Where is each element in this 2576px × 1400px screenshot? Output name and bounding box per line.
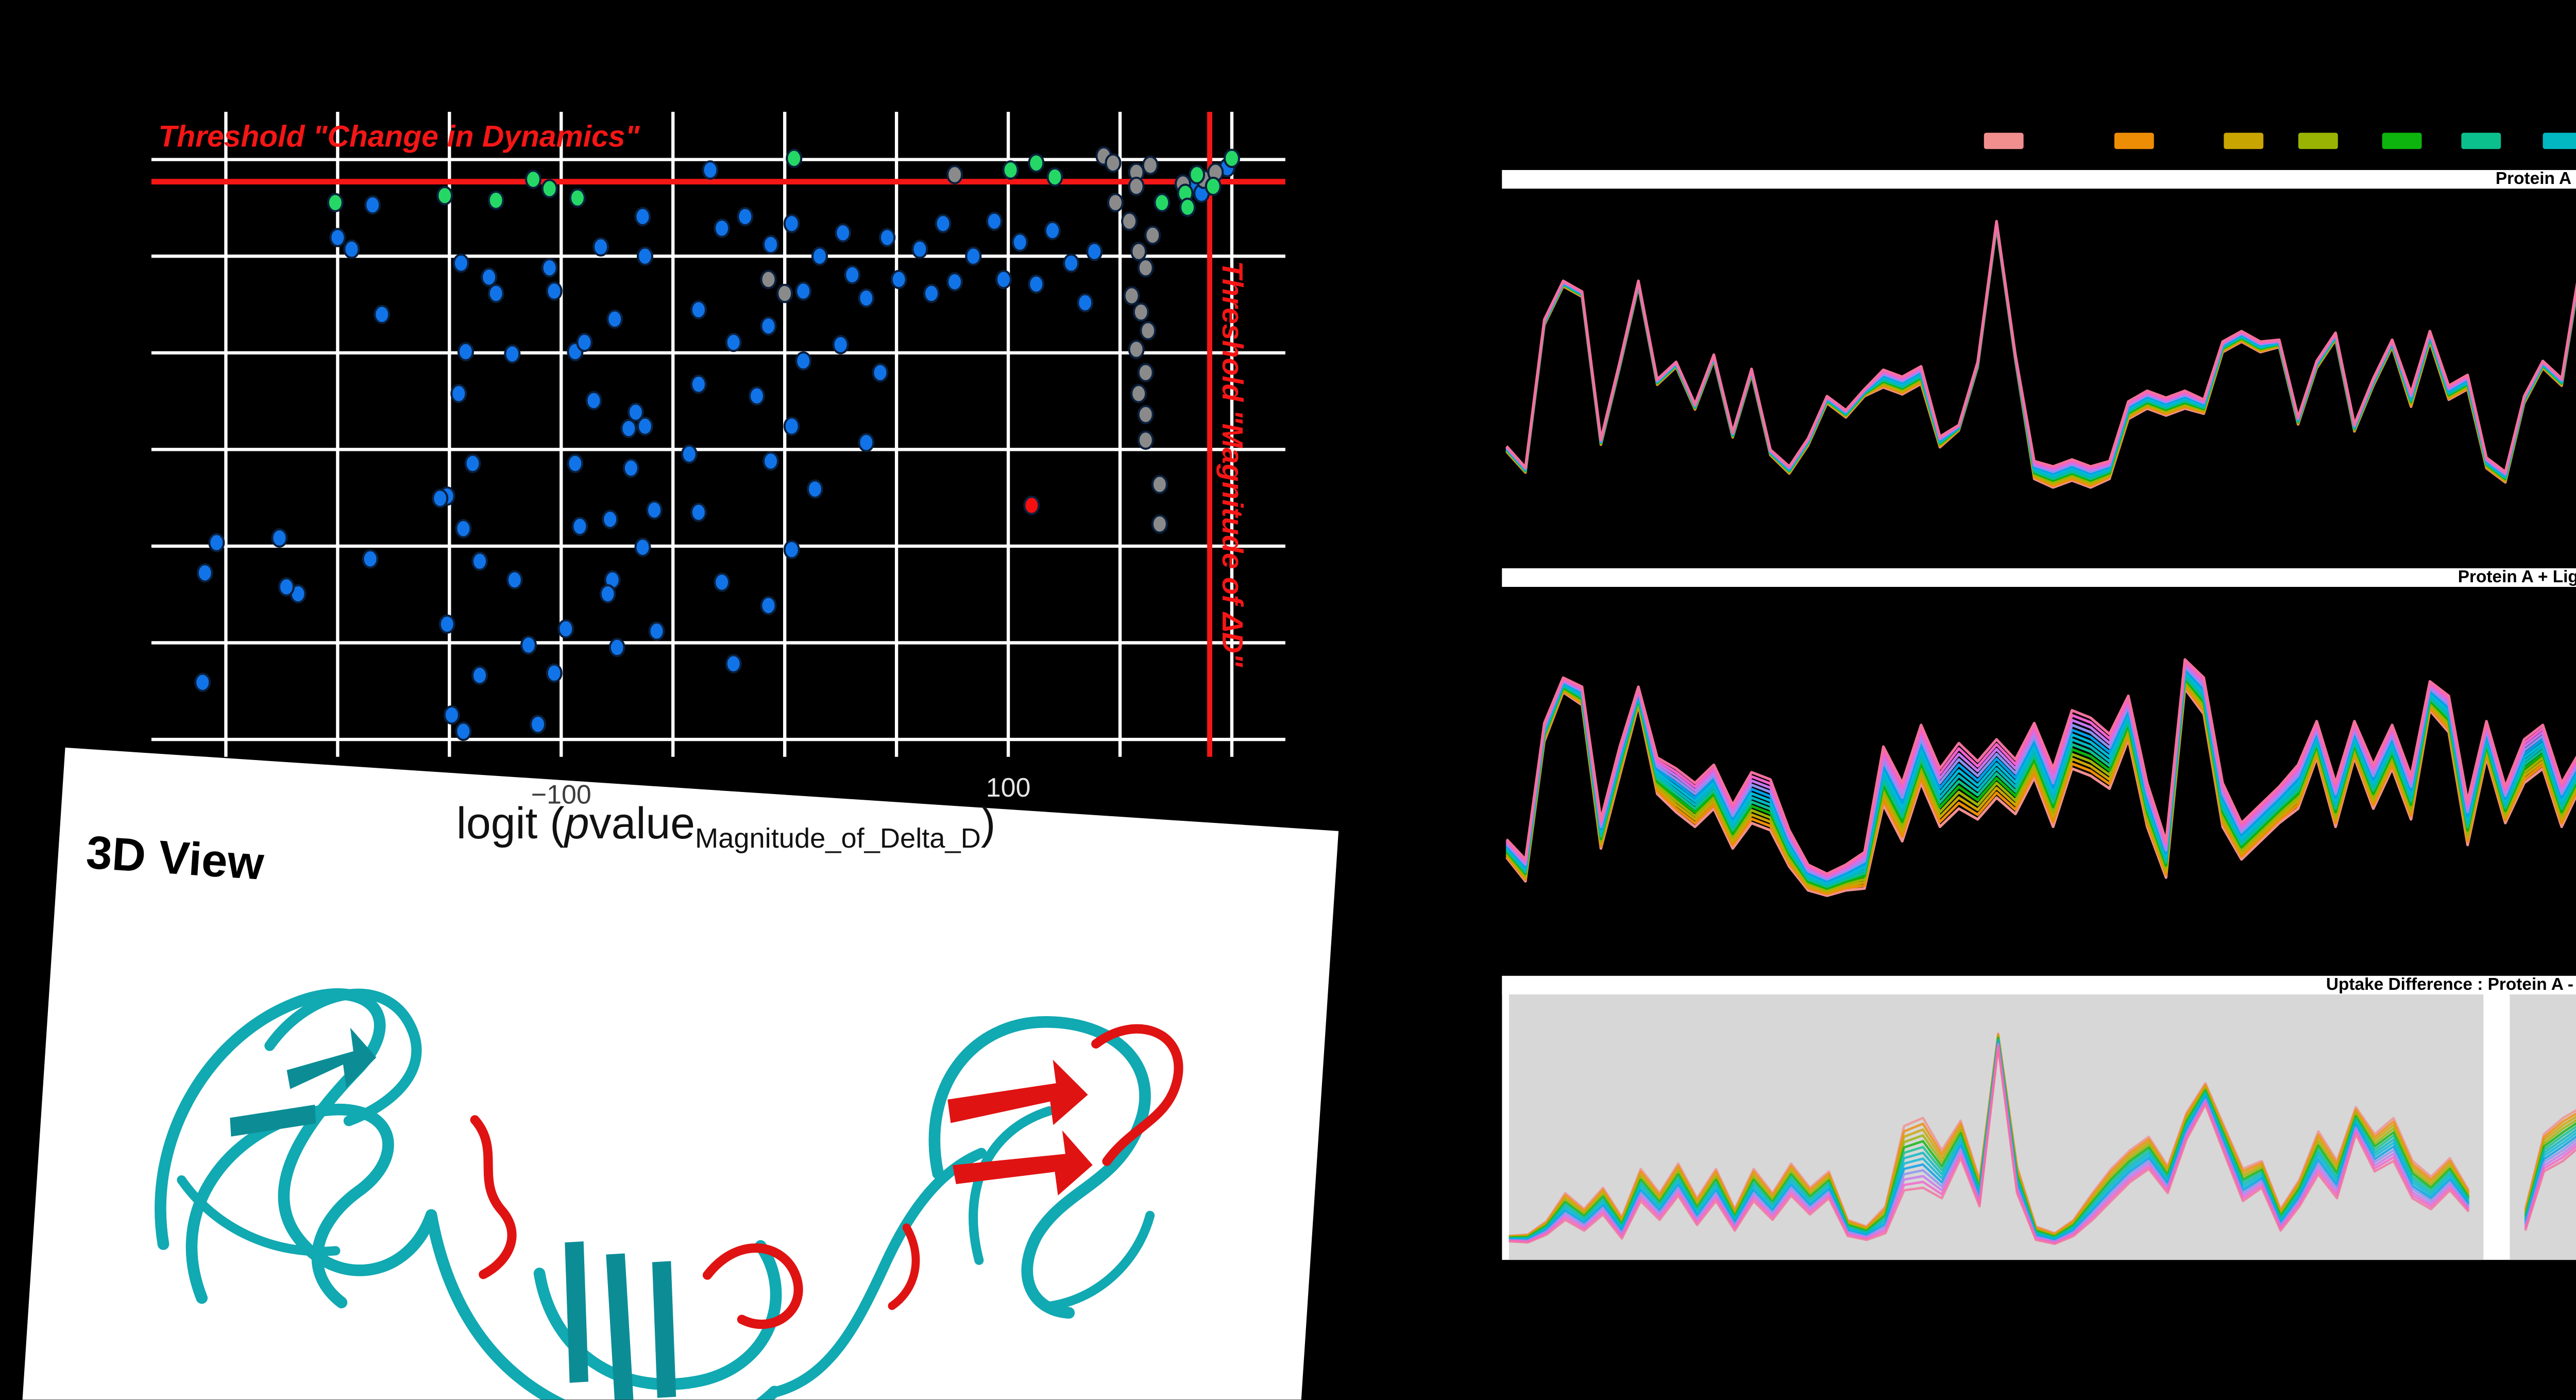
protein-ribbon <box>155 988 1183 1400</box>
titlebar-protein-a: Protein A <box>1502 168 2576 190</box>
titlebar-protein-a-ligand: Protein A + Ligand <box>1502 567 2576 587</box>
chart-protein-a-ligand[interactable] <box>1502 587 2576 950</box>
legend-swatch-icon[interactable] <box>2113 131 2153 148</box>
uptake-legend <box>0 131 2576 148</box>
legend-swatch-icon[interactable] <box>2297 131 2337 148</box>
title-protein-a-ligand: Protein A + Ligand <box>2458 566 2576 587</box>
threshold-magnitude-label: Threshold "Magnitude of ΔD" <box>1215 261 1248 667</box>
legend-swatch-icon[interactable] <box>2381 131 2421 148</box>
legend-swatch-icon[interactable] <box>1982 131 2023 148</box>
viewer-3d-title: 3D View <box>84 828 265 891</box>
legend-swatch-icon[interactable] <box>2541 131 2576 148</box>
threshold-dynamics-label: Threshold "Change in Dynamics" <box>158 119 640 154</box>
legend-swatch-icon[interactable] <box>2223 131 2262 148</box>
titlebar-uptake-diff: Uptake Difference : Protein A - (Protein… <box>1502 973 2576 994</box>
title-protein-a: Protein A <box>2495 168 2572 189</box>
legend-swatch-icon[interactable] <box>2460 131 2500 148</box>
volcano-x-axis-label: logit (pvalueMagnitude_of_Delta_D) <box>456 801 996 855</box>
viewer-3d-panel[interactable]: 3D View <box>19 747 1339 1400</box>
chart-protein-a[interactable] <box>1502 189 2576 541</box>
x-tick-minus-100: −100 <box>531 782 591 811</box>
chart-uptake-diff[interactable] <box>1502 992 2576 1261</box>
title-uptake-diff: Uptake Difference : Protein A - (Protein… <box>2326 973 2576 994</box>
x-tick-100: 100 <box>986 775 1031 804</box>
volcano-plot[interactable] <box>151 111 1285 757</box>
